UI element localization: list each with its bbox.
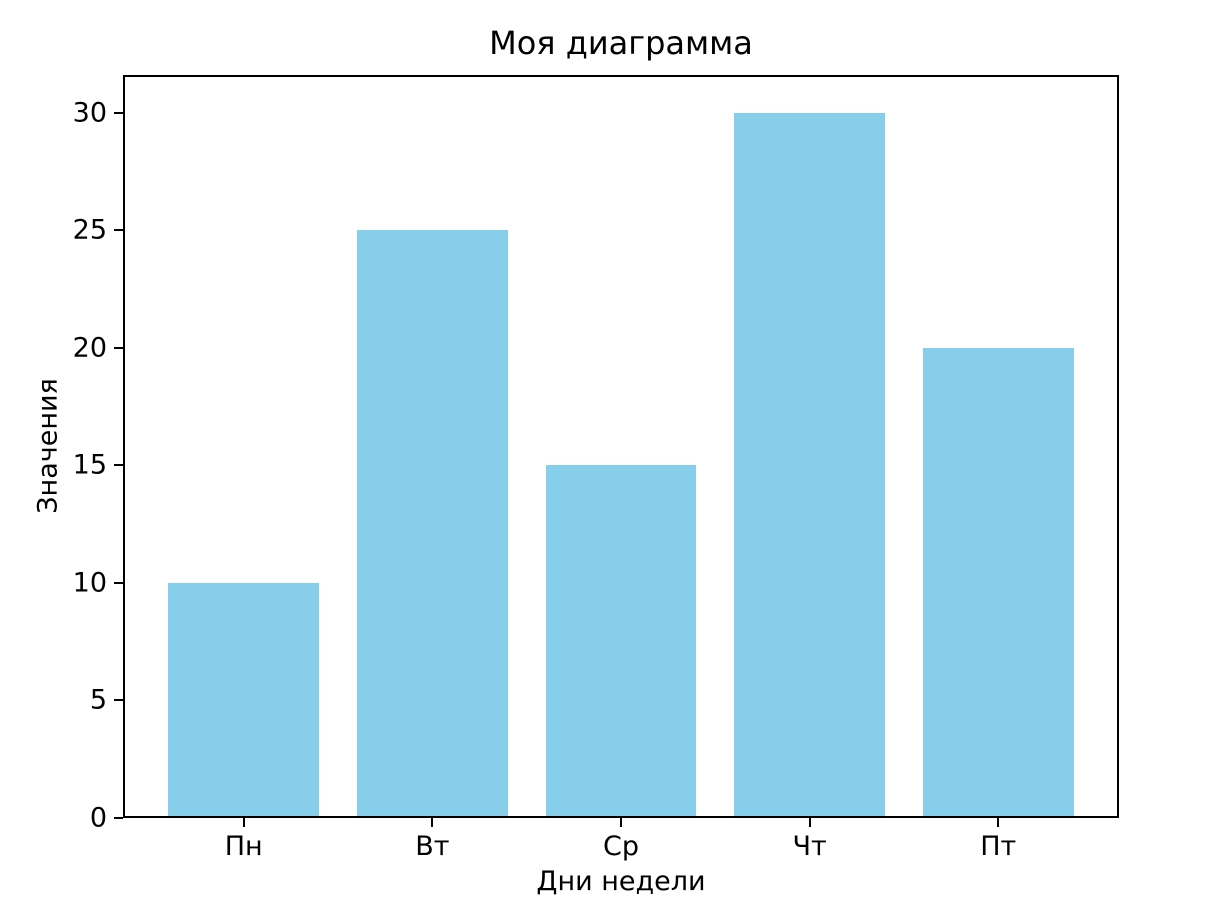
y-tick-label-20: 20 [72,332,107,364]
x-tick-label-Пт: Пт [980,831,1017,862]
x-axis-label: Дни недели [536,866,706,897]
x-tick-mark [808,818,811,827]
x-tick-mark [242,818,245,827]
x-tick-mark [620,818,622,827]
plot-area: Пн Вт Ср Чт Пт 0 5 10 15 20 25 30 [73,75,1119,860]
y-tick-mark [114,581,123,584]
chart-title: Моя диаграмма [489,24,753,62]
y-tick-label-15: 15 [72,449,107,481]
bar-Пт [922,347,1074,818]
y-tick-mark [114,111,123,114]
y-tick-label-25: 25 [72,214,107,246]
y-tick-label-10: 10 [72,567,107,599]
bar-Чт [734,112,886,818]
x-tick-label-Пн: Пн [224,831,263,862]
x-tick-mark [431,818,434,827]
x-tick-label-Чт: Чт [792,831,827,862]
y-tick-label-0: 0 [89,802,107,834]
bar-Пн [168,582,320,818]
bar-Вт [356,230,508,818]
y-axis-label: Значения [32,378,64,514]
y-tick-mark [114,817,123,819]
x-tick-label-Ср: Ср [603,831,639,862]
y-tick-label-30: 30 [72,97,107,129]
y-tick-mark [114,346,123,349]
y-tick-mark [114,229,123,232]
y-tick-label-5: 5 [89,684,107,716]
x-tick-label-Вт: Вт [415,831,450,862]
bar-Ср [545,465,697,818]
y-tick-mark [114,699,123,702]
y-tick-mark [114,464,123,467]
x-tick-mark [997,818,1000,827]
